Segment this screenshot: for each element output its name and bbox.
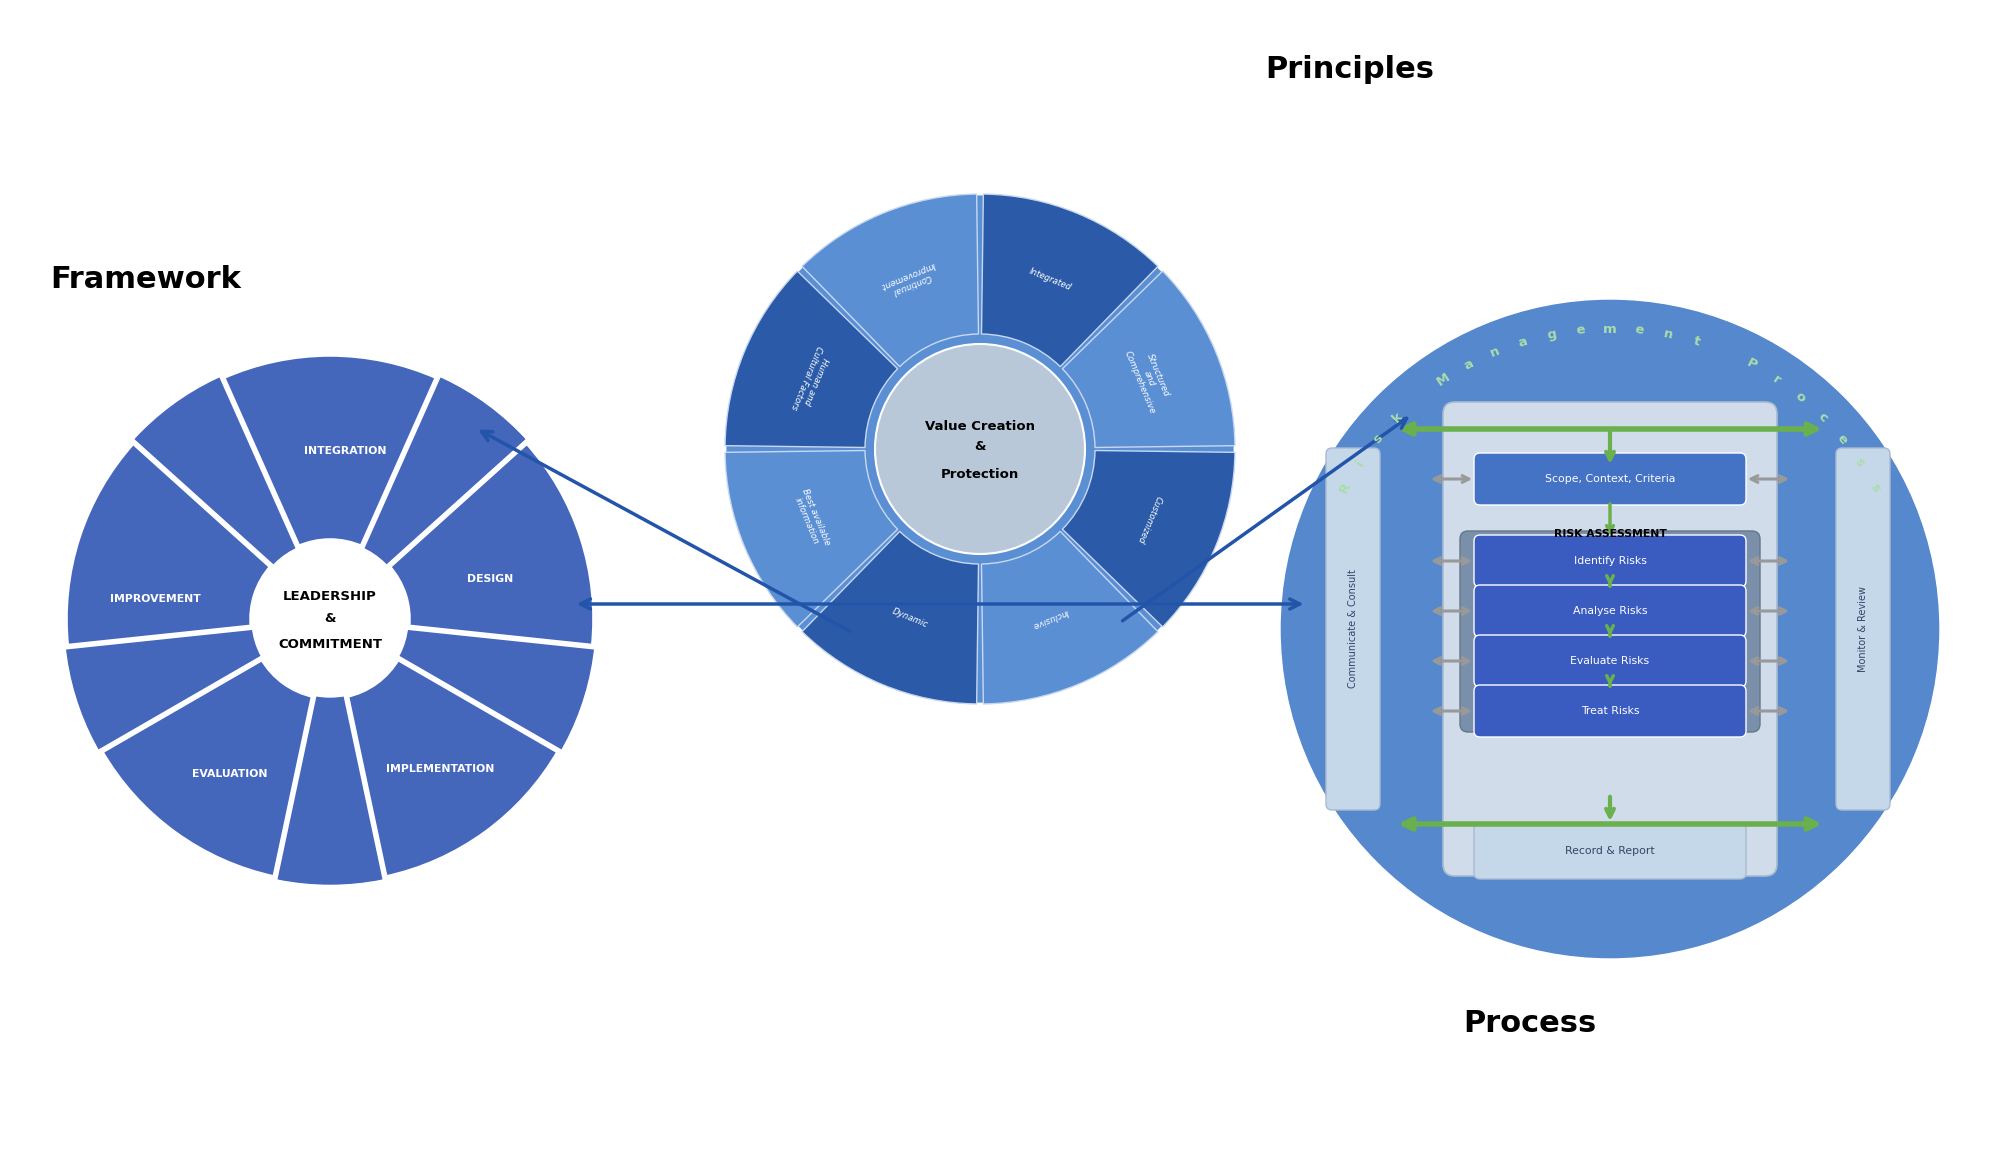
Text: EVALUATION: EVALUATION [192, 769, 268, 779]
FancyBboxPatch shape [1474, 635, 1747, 687]
Text: r: r [1771, 372, 1783, 387]
FancyBboxPatch shape [1442, 402, 1777, 876]
FancyBboxPatch shape [1326, 448, 1380, 810]
Text: COMMITMENT: COMMITMENT [278, 638, 383, 650]
FancyBboxPatch shape [1474, 685, 1747, 737]
Wedge shape [347, 658, 559, 878]
Text: s: s [1853, 456, 1867, 470]
Text: Treat Risks: Treat Risks [1580, 705, 1638, 716]
Text: o: o [1793, 390, 1809, 406]
Wedge shape [981, 531, 1158, 704]
Text: Continual
Improvement: Continual Improvement [879, 260, 939, 300]
Wedge shape [389, 441, 595, 647]
Circle shape [875, 344, 1086, 554]
Text: RISK ASSESSMENT: RISK ASSESSMENT [1554, 529, 1666, 539]
Text: Dynamic: Dynamic [891, 607, 929, 630]
Text: s: s [1370, 432, 1386, 446]
Wedge shape [801, 531, 979, 704]
Circle shape [64, 354, 595, 884]
Text: Human and
Cultural Factors: Human and Cultural Factors [789, 344, 833, 414]
Text: Framework: Framework [50, 264, 240, 293]
Text: IMPLEMENTATION: IMPLEMENTATION [387, 764, 495, 774]
Text: Principles: Principles [1266, 54, 1434, 84]
Text: &: & [324, 612, 337, 625]
Text: Structured
and
Comprehensive: Structured and Comprehensive [1124, 342, 1176, 416]
Text: Process: Process [1464, 1010, 1596, 1039]
Text: g: g [1546, 327, 1556, 342]
Text: k: k [1390, 409, 1406, 425]
Text: Best available
information: Best available information [791, 487, 831, 550]
Text: Scope, Context, Criteria: Scope, Context, Criteria [1544, 475, 1675, 484]
Text: Identify Risks: Identify Risks [1574, 556, 1646, 566]
FancyBboxPatch shape [1460, 531, 1761, 732]
Text: a: a [1462, 356, 1476, 372]
Text: Inclusive: Inclusive [1032, 607, 1070, 630]
Wedge shape [222, 354, 439, 548]
Text: LEADERSHIP: LEADERSHIP [282, 591, 377, 603]
Text: Customized: Customized [1136, 494, 1164, 545]
Wedge shape [725, 271, 897, 447]
Text: &: & [973, 440, 985, 454]
Wedge shape [1062, 450, 1236, 627]
Wedge shape [1062, 271, 1236, 447]
Text: m: m [1602, 323, 1616, 336]
Wedge shape [725, 450, 897, 627]
Circle shape [1280, 299, 1941, 959]
Text: Record & Report: Record & Report [1564, 846, 1654, 856]
Text: t: t [1693, 334, 1703, 349]
Wedge shape [981, 194, 1158, 367]
Text: Evaluate Risks: Evaluate Risks [1570, 656, 1650, 666]
FancyBboxPatch shape [1837, 448, 1891, 810]
Text: e: e [1634, 324, 1644, 338]
Text: n: n [1488, 345, 1502, 360]
Text: Analyse Risks: Analyse Risks [1572, 606, 1646, 616]
Text: R: R [1336, 480, 1354, 495]
Text: Communicate & Consult: Communicate & Consult [1348, 570, 1358, 688]
Wedge shape [801, 194, 979, 367]
Text: IMPROVEMENT: IMPROVEMENT [110, 594, 200, 604]
Text: M: M [1434, 371, 1452, 388]
Text: INTEGRATION: INTEGRATION [304, 446, 387, 456]
Circle shape [252, 541, 409, 697]
Text: e: e [1576, 324, 1586, 338]
Text: Value Creation: Value Creation [925, 421, 1036, 433]
Text: i: i [1354, 457, 1366, 469]
Text: DESIGN: DESIGN [467, 574, 513, 584]
FancyBboxPatch shape [1474, 823, 1747, 879]
Text: Integrated: Integrated [1028, 268, 1072, 293]
Wedge shape [64, 441, 272, 647]
FancyBboxPatch shape [1474, 585, 1747, 637]
Text: c: c [1815, 410, 1831, 425]
Wedge shape [100, 658, 314, 878]
FancyBboxPatch shape [1474, 453, 1747, 506]
FancyBboxPatch shape [1474, 535, 1747, 587]
Text: Monitor & Review: Monitor & Review [1859, 586, 1869, 672]
Text: a: a [1516, 334, 1528, 349]
Circle shape [725, 194, 1236, 704]
Text: e: e [1835, 432, 1851, 447]
Text: Protection: Protection [941, 468, 1020, 480]
Text: s: s [1867, 481, 1883, 495]
Text: n: n [1662, 327, 1675, 342]
Text: P: P [1745, 356, 1759, 372]
